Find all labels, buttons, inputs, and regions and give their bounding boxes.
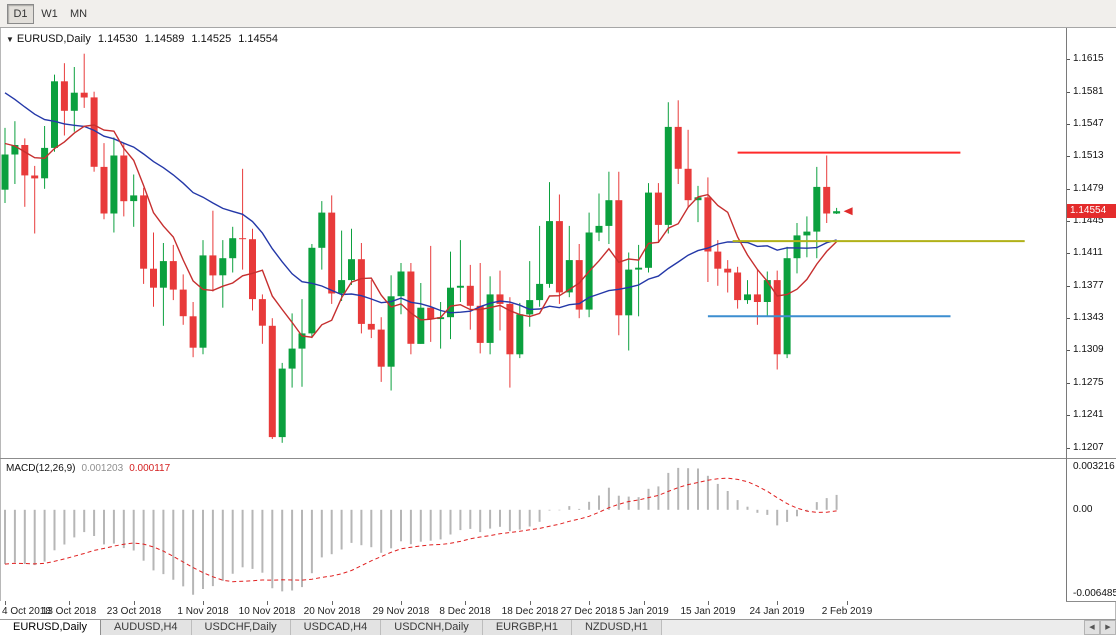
chart-tab-eurusd-daily[interactable]: EURUSD,Daily xyxy=(0,620,101,635)
date-axis-label: 10 Nov 2018 xyxy=(238,606,296,617)
price-axis-label: 1.1275 xyxy=(1073,377,1104,388)
price-axis-label: 1.1479 xyxy=(1073,183,1104,194)
price-axis-tick xyxy=(1066,253,1070,254)
chart-tabs: EURUSD,Daily AUDUSD,H4 USDCHF,Daily USDCAD,… xyxy=(0,620,662,635)
price-axis-label: 1.1309 xyxy=(1073,344,1104,355)
macd-histogram xyxy=(4,467,838,595)
date-axis-label: 24 Jan 2019 xyxy=(749,606,805,617)
date-axis-label: 20 Nov 2018 xyxy=(303,606,361,617)
date-axis-tick xyxy=(203,601,204,605)
price-chart[interactable] xyxy=(0,28,1066,458)
price-axis: 1.1615 1.1581 1.1547 1.1513 1.1479 1.1445 1.14… xyxy=(1066,28,1116,458)
timeframe-d1-button[interactable]: D1 xyxy=(7,3,34,24)
price-axis-tick xyxy=(1066,92,1070,93)
macd-signal-value: 0.000117 xyxy=(129,463,171,474)
price-axis-tick xyxy=(1066,286,1070,287)
macd-axis-label: 0.003216 xyxy=(1073,461,1115,472)
price-axis-label: 1.1581 xyxy=(1073,86,1104,97)
price-axis-label: 1.1343 xyxy=(1073,312,1104,323)
date-axis-label: 29 Nov 2018 xyxy=(372,606,430,617)
symbol-readout: ▼ EURUSD,Daily 1.14530 1.14589 1.14525 1.1455… xyxy=(6,33,278,45)
current-price-arrow-icon xyxy=(843,207,853,216)
symbol-label: EURUSD,Daily xyxy=(16,33,91,45)
date-axis-tick xyxy=(589,601,590,605)
date-axis-label: 1 Nov 2018 xyxy=(177,606,229,617)
date-axis-tick xyxy=(69,601,70,605)
date-axis-label: 23 Oct 2018 xyxy=(106,606,162,617)
price-axis-label: 1.1615 xyxy=(1073,53,1104,64)
macd-chart[interactable] xyxy=(0,459,1066,601)
date-axis-tick xyxy=(134,601,135,605)
macd-main-value: 0.001203 xyxy=(81,463,124,474)
ma-slow-line xyxy=(4,92,837,314)
date-axis-label: 5 Jan 2019 xyxy=(619,606,669,617)
price-axis-tick xyxy=(1066,318,1070,319)
date-axis-tick xyxy=(267,601,268,605)
date-axis-tick xyxy=(401,601,402,605)
low-value: 1.14525 xyxy=(191,33,232,45)
date-axis-tick xyxy=(777,601,778,605)
timeframe-toolbar: D1 W1 MN xyxy=(0,0,1116,28)
price-axis-label: 1.1377 xyxy=(1073,280,1104,291)
price-axis-label: 1.1445 xyxy=(1073,215,1104,226)
price-axis-tick xyxy=(1066,350,1070,351)
tabs-scroll-left-button[interactable]: ◀ xyxy=(1084,620,1100,635)
price-axis-label: 1.1513 xyxy=(1073,150,1104,161)
date-axis-label: 18 Dec 2018 xyxy=(501,606,559,617)
date-axis-label: 27 Dec 2018 xyxy=(560,606,618,617)
date-axis-tick xyxy=(847,601,848,605)
macd-signal-line xyxy=(4,477,837,583)
macd-name-label: MACD(12,26,9) xyxy=(6,463,76,474)
price-axis-tick xyxy=(1066,383,1070,384)
chart-tab-audusd-h4[interactable]: AUDUSD,H4 xyxy=(100,620,192,635)
date-axis-tick xyxy=(708,601,709,605)
tabs-scroll-right-button[interactable]: ▶ xyxy=(1100,620,1116,635)
price-axis-tick xyxy=(1066,221,1070,222)
collapse-arrow-icon[interactable]: ▼ xyxy=(6,35,14,44)
chart-tab-eurgbp-h1[interactable]: EURGBP,H1 xyxy=(482,620,572,635)
price-axis-tick xyxy=(1066,59,1070,60)
macd-axis: 0.003216 0.00 -0.006485 xyxy=(1066,459,1116,601)
chart-tab-usdchf-daily[interactable]: USDCHF,Daily xyxy=(191,620,291,635)
high-value: 1.14589 xyxy=(144,33,185,45)
price-axis-label: 1.1207 xyxy=(1073,442,1104,453)
price-axis-tick xyxy=(1066,189,1070,190)
date-axis-tick xyxy=(332,601,333,605)
date-axis-label: 8 Dec 2018 xyxy=(439,606,491,617)
timeframe-mn-button[interactable]: MN xyxy=(65,4,92,24)
macd-readout: MACD(12,26,9) 0.001203 0.000117 xyxy=(6,463,170,474)
pane-divider[interactable] xyxy=(0,458,1116,459)
open-value: 1.14530 xyxy=(97,33,138,45)
price-axis-label: 1.1411 xyxy=(1073,247,1103,258)
date-axis-label: 2 Feb 2019 xyxy=(821,606,873,617)
macd-axis-label: -0.006485 xyxy=(1073,588,1116,599)
tab-scroll-buttons: ◀ ▶ xyxy=(1084,620,1116,635)
candles-layer xyxy=(1,53,841,443)
price-axis-tick xyxy=(1066,415,1070,416)
date-axis-tick xyxy=(5,601,6,605)
axis-separator xyxy=(1066,28,1067,601)
price-axis-tick xyxy=(1066,448,1070,449)
price-axis-label: 1.1547 xyxy=(1073,118,1104,129)
date-axis-tick xyxy=(465,601,466,605)
date-axis-tick xyxy=(530,601,531,605)
price-axis-tick xyxy=(1066,156,1070,157)
date-axis-tick xyxy=(644,601,645,605)
date-axis-label: 13 Oct 2018 xyxy=(41,606,97,617)
chart-tab-usdcad-h4[interactable]: USDCAD,H4 xyxy=(290,620,382,635)
chart-tab-bar: EURUSD,Daily AUDUSD,H4 USDCHF,Daily USDCAD,… xyxy=(0,619,1116,635)
macd-axis-label: 0.00 xyxy=(1073,504,1093,515)
date-axis-label: 4 Oct 2018 xyxy=(2,606,51,617)
close-value: 1.14554 xyxy=(238,33,278,45)
chart-tab-nzdusd-h1[interactable]: NZDUSD,H1 xyxy=(571,620,662,635)
price-axis-label: 1.1241 xyxy=(1073,409,1104,420)
current-price-box: 1.14554 xyxy=(1067,204,1116,218)
ma-fast-line xyxy=(4,124,838,338)
date-axis-label: 15 Jan 2019 xyxy=(680,606,736,617)
price-axis-tick xyxy=(1066,124,1070,125)
timeframe-w1-button[interactable]: W1 xyxy=(36,4,63,24)
date-axis: 4 Oct 2018 13 Oct 2018 23 Oct 2018 1 Nov 20… xyxy=(0,601,1066,619)
chart-tab-usdcnh-daily[interactable]: USDCNH,Daily xyxy=(381,620,483,635)
